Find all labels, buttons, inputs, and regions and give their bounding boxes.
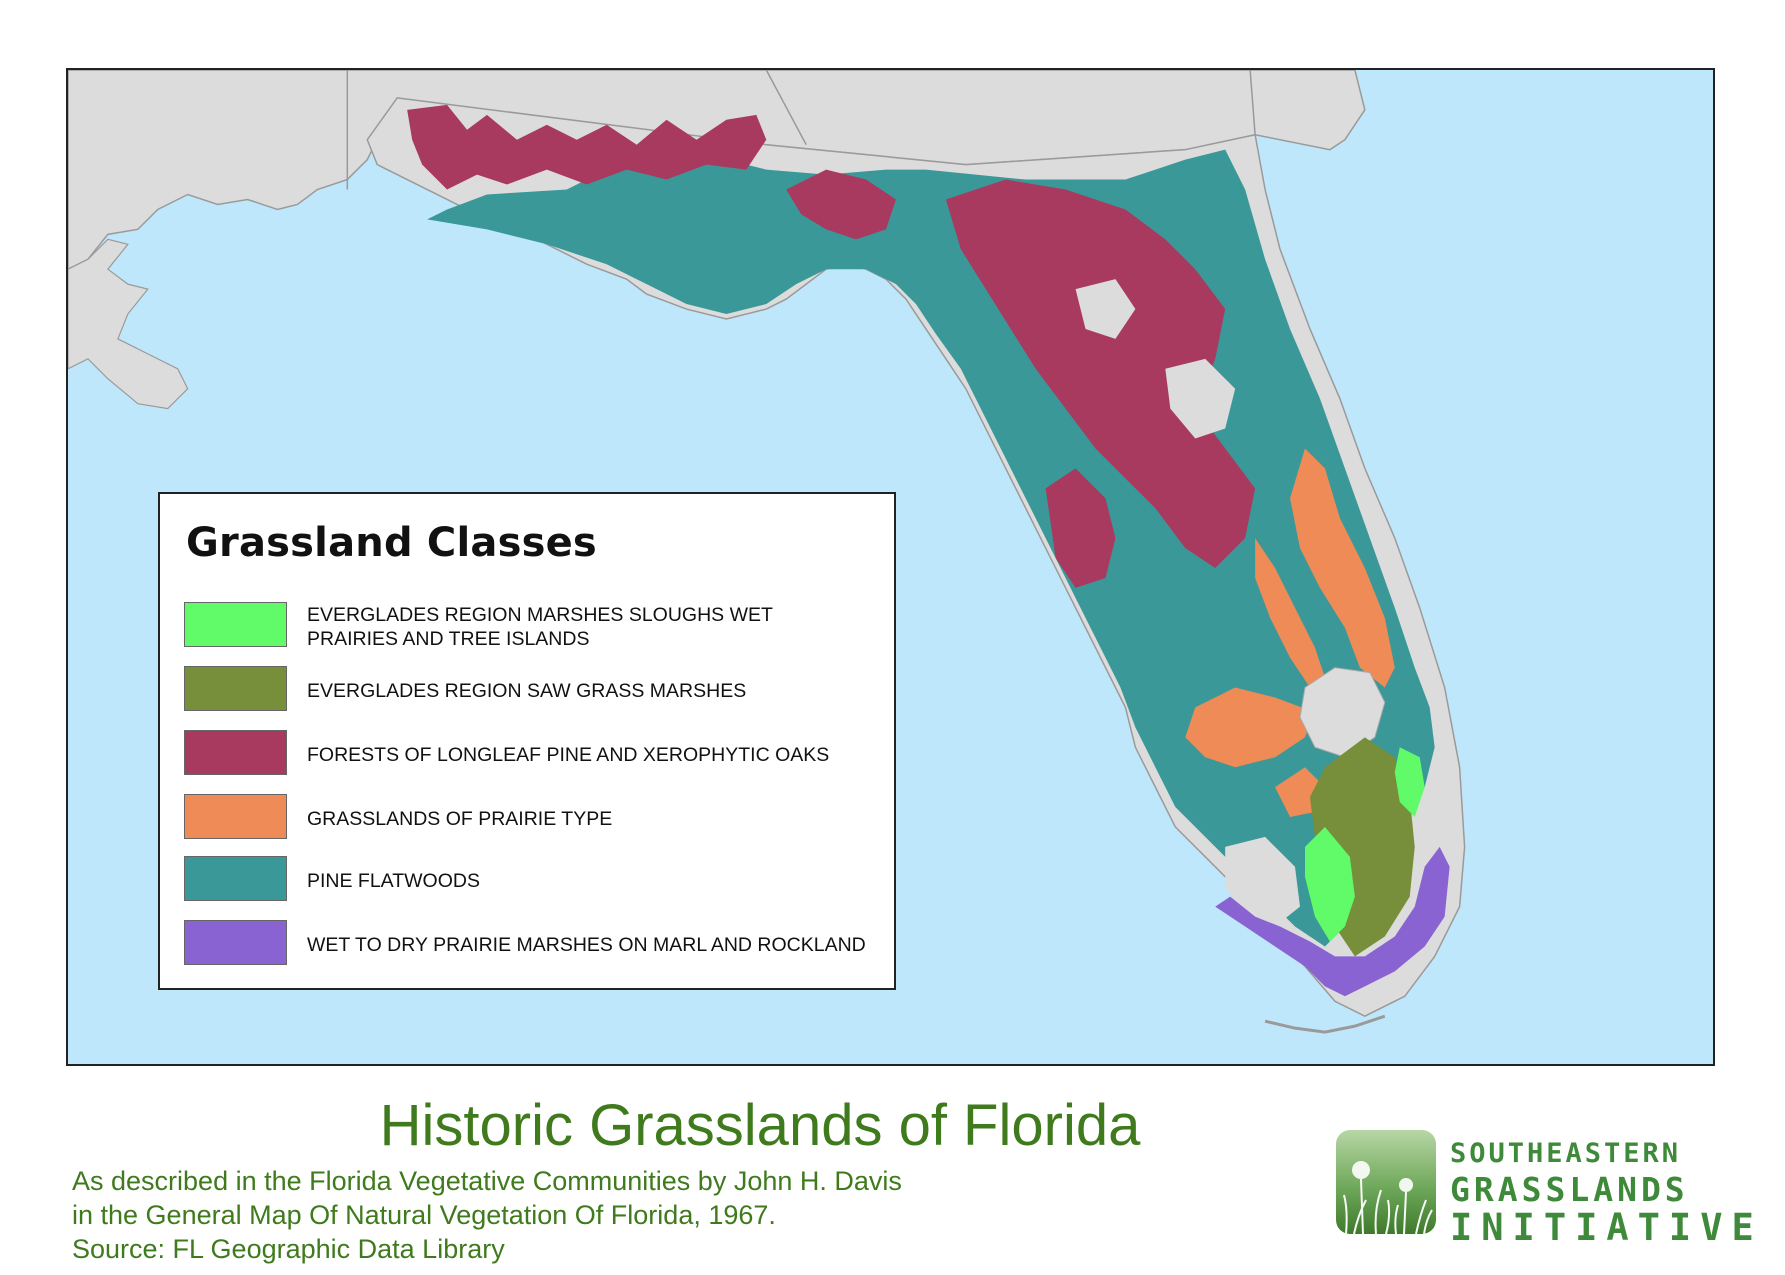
legend-title: Grassland Classes bbox=[186, 520, 597, 566]
legend-item: GRASSLANDS OF PRAIRIE TYPE bbox=[184, 794, 874, 844]
longleaf-pine-bigbend bbox=[786, 169, 896, 240]
legend-item: PINE FLATWOODS bbox=[184, 856, 874, 906]
legend-swatch bbox=[184, 794, 287, 839]
everglades-marshes bbox=[1394, 747, 1425, 817]
marl-rockland-prairie bbox=[1215, 846, 1450, 997]
lake-okeechobee bbox=[1299, 667, 1386, 758]
legend-label: GRASSLANDS OF PRAIRIE TYPE bbox=[307, 808, 613, 830]
legend-label: PINE FLATWOODS bbox=[307, 870, 480, 892]
prairie-grasslands bbox=[1185, 687, 1315, 768]
sgi-logo-icon bbox=[1336, 1130, 1436, 1234]
prairie-grasslands bbox=[1290, 448, 1395, 688]
inland-gap bbox=[1165, 358, 1236, 439]
legend-box: Grassland Classes EVERGLADES REGION MARS… bbox=[158, 492, 896, 990]
legend-label: WET TO DRY PRAIRIE MARSHES ON MARL AND R… bbox=[307, 934, 866, 956]
legend-swatch bbox=[184, 666, 287, 711]
everglades-marshes bbox=[1304, 826, 1355, 942]
org-name-line: GRASSLANDS bbox=[1450, 1170, 1689, 1209]
longleaf-pine-north bbox=[945, 179, 1256, 568]
legend-label: EVERGLADES REGION MARSHES SLOUGHS WET PR… bbox=[307, 604, 773, 650]
caption-line: in the General Map Of Natural Vegetation… bbox=[72, 1200, 776, 1230]
state-border-line bbox=[346, 70, 1256, 190]
inland-gap bbox=[1075, 279, 1136, 339]
florida-keys bbox=[1264, 1014, 1386, 1034]
prairie-grasslands bbox=[1255, 538, 1325, 688]
legend-swatch bbox=[184, 920, 287, 965]
legend-label: EVERGLADES REGION SAW GRASS MARSHES bbox=[307, 680, 747, 702]
legend-label: FORESTS OF LONGLEAF PINE AND XEROPHYTIC … bbox=[307, 744, 830, 766]
mobile-bay-coast bbox=[68, 238, 189, 410]
longleaf-pine-central bbox=[1045, 468, 1116, 588]
legend-item: FORESTS OF LONGLEAF PINE AND XEROPHYTIC … bbox=[184, 730, 874, 780]
org-name-line: INITIATIVE bbox=[1450, 1206, 1763, 1249]
legend-item: EVERGLADES REGION SAW GRASS MARSHES bbox=[184, 666, 874, 716]
legend-swatch bbox=[184, 856, 287, 901]
page-title: Historic Grasslands of Florida bbox=[379, 1093, 1141, 1158]
legend-swatch bbox=[184, 730, 287, 775]
legend-item: WET TO DRY PRAIRIE MARSHES ON MARL AND R… bbox=[184, 920, 874, 970]
legend-swatch bbox=[184, 602, 287, 647]
org-name-line: SOUTHEASTERN bbox=[1450, 1138, 1682, 1169]
flower-grass-icon bbox=[1343, 1161, 1433, 1234]
inland-gap bbox=[1225, 836, 1301, 927]
caption-line: Source: FL Geographic Data Library bbox=[72, 1234, 505, 1264]
caption-line: As described in the Florida Vegetative C… bbox=[72, 1166, 902, 1196]
longleaf-pine-panhandle bbox=[407, 104, 767, 190]
legend-item: EVERGLADES REGION MARSHES SLOUGHS WET PR… bbox=[184, 602, 874, 652]
